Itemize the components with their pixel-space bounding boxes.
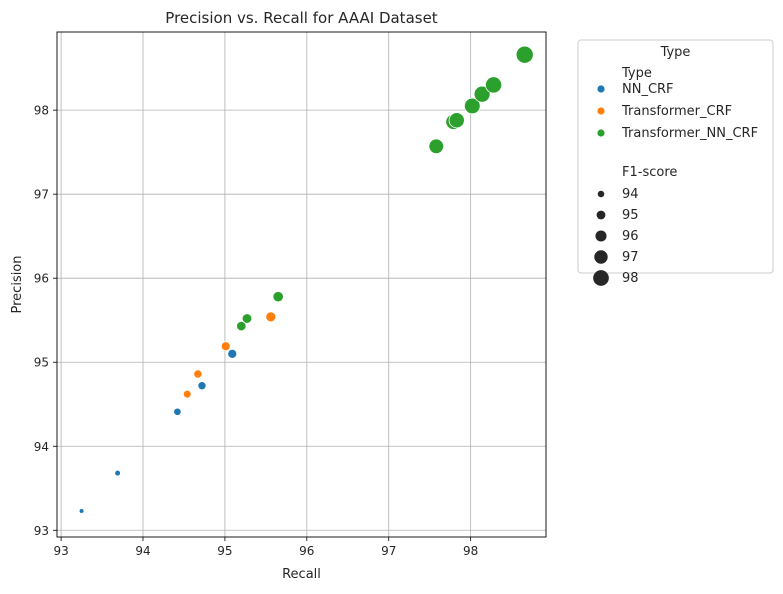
legend-label-1: Transformer_CRF xyxy=(621,104,732,119)
legend-size-marker-4 xyxy=(593,270,609,286)
legend-size-label-0: 94 xyxy=(622,187,639,202)
point-nn-crf-0 xyxy=(78,508,85,514)
legend-label-0: NN_CRF xyxy=(622,82,674,97)
legend-box xyxy=(577,39,774,274)
point-transformer-nn-crf-9 xyxy=(515,45,534,64)
x-axis-ticks: 93 94 95 96 97 98 xyxy=(53,537,478,558)
legend-size-label-2: 96 xyxy=(622,229,639,244)
point-transformer-nn-crf-3 xyxy=(428,138,444,155)
x-tick-label-1: 94 xyxy=(135,544,150,558)
x-tick-label-0: 93 xyxy=(53,544,68,558)
point-transformer-nn-crf-1 xyxy=(241,313,253,324)
y-tick-label-0: 93 xyxy=(34,524,49,538)
point-transformer-crf-3 xyxy=(265,311,277,323)
point-transformer-crf-0 xyxy=(182,389,192,399)
legend-swatch-1 xyxy=(597,107,605,115)
point-nn-crf-4 xyxy=(227,348,238,359)
y-axis-label: Precision xyxy=(10,255,25,313)
point-transformer-nn-crf-6 xyxy=(464,97,481,115)
legend-size-title: F1-score xyxy=(622,165,677,180)
plot-frame xyxy=(56,31,547,538)
point-transformer-nn-crf-2 xyxy=(272,291,284,303)
x-tick-label-5: 98 xyxy=(463,544,478,558)
x-tick-label-2: 95 xyxy=(217,544,232,558)
legend-label-2: Transformer_NN_CRF xyxy=(621,126,758,141)
legend-swatch-0 xyxy=(597,85,605,93)
legend: Type Type NN_CRF Transformer_CRF Transform… xyxy=(577,39,774,286)
legend-size-marker-1 xyxy=(596,210,606,220)
y-axis-ticks: 93 94 95 96 97 98 xyxy=(34,104,57,538)
legend-size-items: 94 95 96 97 98 xyxy=(593,187,639,286)
y-tick-label-2: 95 xyxy=(34,356,49,370)
chart-title: Precision vs. Recall for AAAI Dataset xyxy=(165,9,438,27)
legend-size-label-4: 98 xyxy=(622,271,639,286)
y-tick-label-1: 94 xyxy=(34,440,49,454)
legend-size-label-3: 97 xyxy=(622,250,639,265)
legend-title: Type xyxy=(660,45,691,60)
point-transformer-nn-crf-0 xyxy=(236,320,247,332)
data-points xyxy=(78,45,534,514)
y-tick-label-4: 97 xyxy=(34,188,49,202)
point-nn-crf-2 xyxy=(173,407,182,416)
x-tick-label-4: 97 xyxy=(381,544,396,558)
legend-size-label-1: 95 xyxy=(622,208,639,223)
x-axis-label: Recall xyxy=(282,567,321,582)
legend-swatch-2 xyxy=(597,129,605,137)
point-transformer-nn-crf-8 xyxy=(485,76,503,94)
point-transformer-nn-crf-5 xyxy=(448,112,465,129)
y-tick-label-5: 98 xyxy=(34,104,49,118)
legend-hue-title: Type xyxy=(621,66,652,81)
legend-size-marker-0 xyxy=(597,190,605,198)
legend-hue-items: NN_CRF Transformer_CRF Transformer_NN_CRF xyxy=(597,82,758,141)
y-tick-label-3: 96 xyxy=(34,272,49,286)
point-nn-crf-1 xyxy=(114,469,121,477)
point-transformer-crf-2 xyxy=(220,341,231,352)
x-tick-label-3: 96 xyxy=(299,544,314,558)
point-nn-crf-3 xyxy=(197,381,207,391)
point-transformer-nn-crf-7 xyxy=(473,85,491,103)
legend-size-marker-3 xyxy=(594,250,608,264)
point-transformer-crf-1 xyxy=(193,369,203,379)
legend-size-marker-2 xyxy=(595,230,607,242)
grid xyxy=(57,32,546,537)
plot-area xyxy=(57,32,546,537)
